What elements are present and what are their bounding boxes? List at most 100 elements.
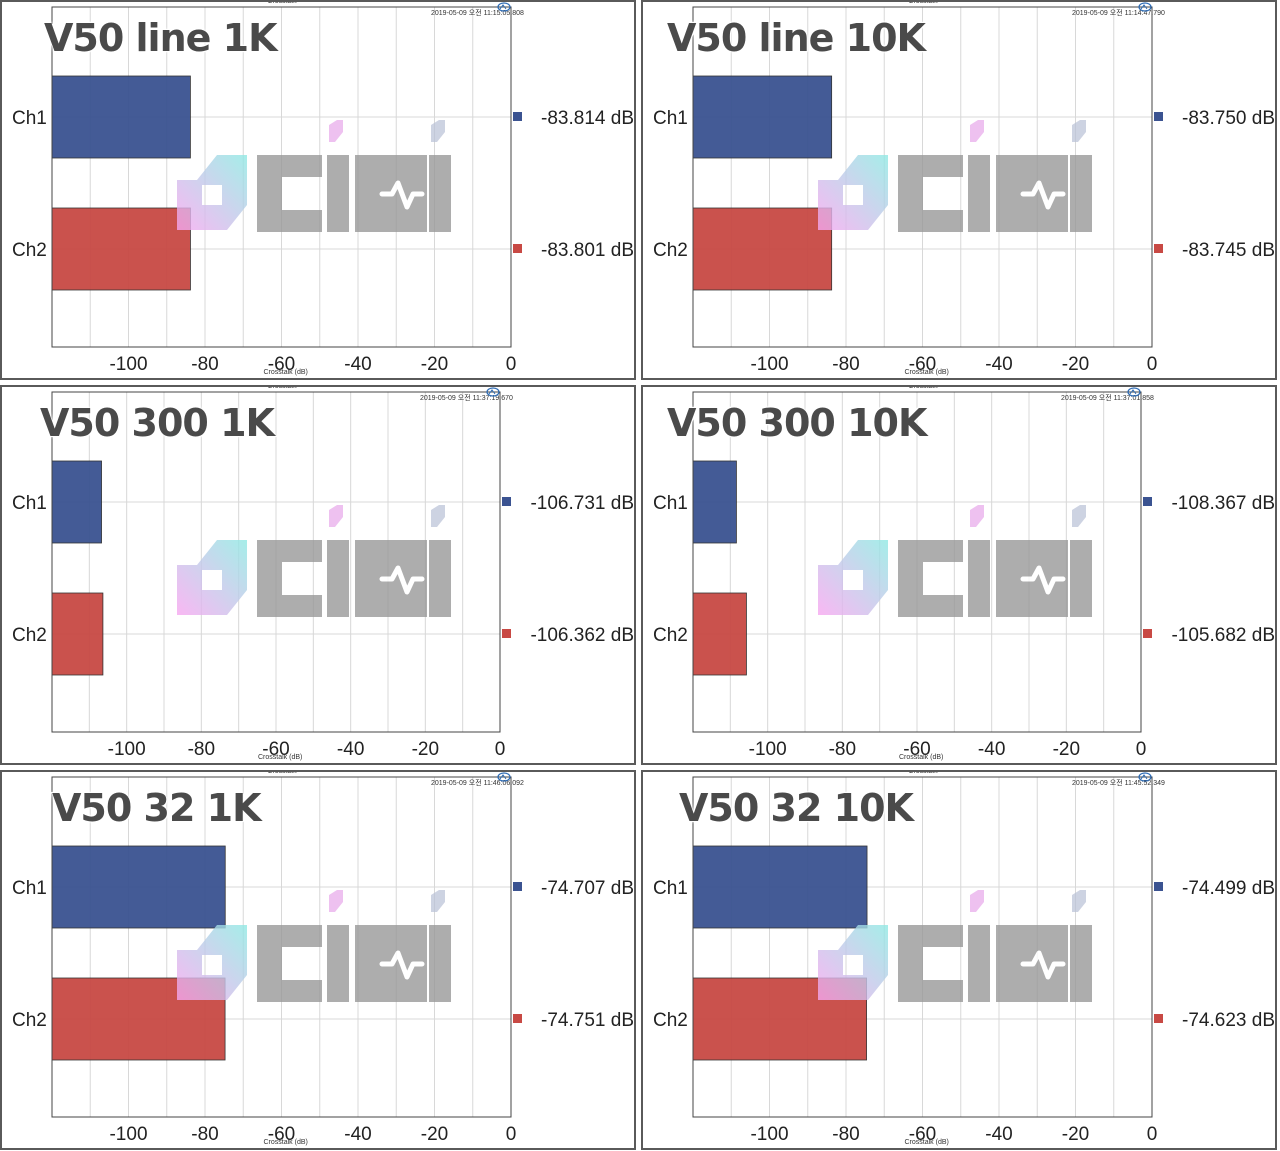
- value-label: -106.362 dB: [530, 625, 634, 646]
- x-tick-label: -40: [337, 739, 364, 760]
- category-label: Ch1: [12, 108, 47, 129]
- chart-header: Crosstalk: [908, 770, 938, 775]
- bar-ch1: [692, 845, 868, 929]
- timestamp: 2019-05-09 오전 11:37:01.858: [1061, 395, 1154, 402]
- ap-logo-icon: [1138, 772, 1152, 782]
- category-label: Ch1: [12, 493, 47, 514]
- category-label: Ch2: [12, 625, 47, 646]
- x-tick-label: 0: [1136, 739, 1147, 760]
- watermark-logo: [818, 120, 1092, 232]
- bar-ch1: [51, 460, 102, 544]
- x-tick-label: -80: [829, 739, 856, 760]
- legend-swatch: [502, 497, 511, 506]
- x-tick-label: -100: [109, 1124, 147, 1145]
- legend-swatch: [1154, 112, 1163, 121]
- x-tick-label: -60: [268, 1124, 295, 1145]
- category-label: Ch2: [653, 240, 688, 261]
- category-label: Ch2: [653, 1010, 688, 1031]
- crosstalk-chart: Ch1 Ch2 -100 -80 -60 -40 -20 0 -83.814 dB -83.801…: [12, 6, 634, 375]
- x-tick-label: -100: [749, 739, 787, 760]
- value-label: -74.499 dB: [1182, 878, 1275, 899]
- x-tick-label: -40: [985, 354, 1012, 375]
- value-label: -83.750 dB: [1182, 108, 1275, 129]
- chart-title: V50 300 10K: [667, 401, 927, 445]
- x-tick-label: -20: [1062, 354, 1089, 375]
- legend-swatch: [1154, 1014, 1163, 1023]
- chart-panel: Ch1 Ch2 -100 -80 -60 -40 -20 0 -106.731 dB -106.3…: [0, 385, 636, 765]
- chart-title: V50 300 1K: [40, 401, 275, 445]
- watermark-logo: [177, 890, 451, 1002]
- watermark-logo: [818, 505, 1092, 617]
- chart-header: Crosstalk: [267, 385, 297, 390]
- value-label: -83.814 dB: [541, 108, 634, 129]
- ap-logo-icon: [486, 387, 500, 397]
- value-label: -74.623 dB: [1182, 1010, 1275, 1031]
- category-label: Ch1: [653, 878, 688, 899]
- x-axis-label: Crosstalk (dB): [258, 754, 303, 761]
- legend-swatch: [1143, 497, 1152, 506]
- category-label: Ch2: [653, 625, 688, 646]
- legend-swatch: [1154, 244, 1163, 253]
- x-tick-label: 0: [1147, 354, 1158, 375]
- category-label: Ch1: [653, 108, 688, 129]
- x-tick-label: -20: [1062, 1124, 1089, 1145]
- x-tick-label: -80: [191, 354, 218, 375]
- plot-area: [692, 776, 1153, 1118]
- x-tick-label: 0: [506, 354, 517, 375]
- crosstalk-chart: Ch1 Ch2 -100 -80 -60 -40 -20 0 -74.499 dB -74.623…: [653, 776, 1275, 1145]
- x-tick-label: -100: [108, 739, 146, 760]
- legend-swatch: [513, 882, 522, 891]
- x-tick-label: -60: [262, 739, 289, 760]
- x-tick-label: -80: [832, 1124, 859, 1145]
- bar-ch2: [692, 207, 833, 291]
- value-label: -106.731 dB: [530, 493, 634, 514]
- category-label: Ch2: [12, 1010, 47, 1031]
- x-tick-label: -80: [191, 1124, 218, 1145]
- bar-ch1: [692, 460, 737, 544]
- x-axis-label: Crosstalk (dB): [904, 369, 949, 376]
- timestamp: 2019-05-09 오전 11:14:47.790: [1072, 10, 1165, 17]
- x-tick-label: -40: [978, 739, 1005, 760]
- value-label: -105.682 dB: [1171, 625, 1275, 646]
- crosstalk-chart: Ch1 Ch2 -100 -80 -60 -40 -20 0 -108.367 dB -105.6…: [653, 391, 1275, 760]
- plot-area: [51, 6, 512, 348]
- plot-area: [692, 391, 1142, 733]
- x-tick-label: -20: [412, 739, 439, 760]
- category-label: Ch2: [12, 240, 47, 261]
- chart-title: V50 line 1K: [44, 16, 278, 60]
- legend-swatch: [513, 1014, 522, 1023]
- chart-panel: Ch1 Ch2 -100 -80 -60 -40 -20 0 -83.750 dB -83.745…: [641, 0, 1277, 380]
- plot-area: [51, 776, 512, 1118]
- chart-panel: Ch1 Ch2 -100 -80 -60 -40 -20 0 -74.499 dB -74.623…: [641, 770, 1277, 1150]
- value-label: -83.745 dB: [1182, 240, 1275, 261]
- x-tick-label: 0: [495, 739, 506, 760]
- chart-header: Crosstalk: [908, 0, 938, 5]
- chart-title: V50 32 1K: [52, 786, 262, 830]
- timestamp: 2019-05-09 오전 11:37:19.670: [420, 395, 513, 402]
- value-label: -108.367 dB: [1171, 493, 1275, 514]
- legend-swatch: [502, 629, 511, 638]
- bar-ch2: [692, 592, 747, 676]
- value-label: -74.751 dB: [541, 1010, 634, 1031]
- chart-panel: Ch1 Ch2 -100 -80 -60 -40 -20 0 -108.367 dB -105.6…: [641, 385, 1277, 765]
- plot-area: [692, 6, 1153, 348]
- x-axis-label: Crosstalk (dB): [904, 1139, 949, 1146]
- x-tick-label: -60: [268, 354, 295, 375]
- legend-swatch: [513, 112, 522, 121]
- x-tick-label: -60: [909, 354, 936, 375]
- x-tick-label: -40: [344, 1124, 371, 1145]
- chart-title: V50 32 10K: [679, 786, 914, 830]
- chart-panel: Ch1 Ch2 -100 -80 -60 -40 -20 0 -74.707 dB -74.751…: [0, 770, 636, 1150]
- timestamp: 2019-05-09 오전 11:45:52.349: [1072, 780, 1165, 787]
- watermark-logo: [177, 120, 451, 232]
- x-axis-label: Crosstalk (dB): [899, 754, 944, 761]
- x-tick-label: -100: [750, 354, 788, 375]
- watermark-logo: [177, 505, 451, 617]
- x-tick-label: -20: [421, 354, 448, 375]
- chart-header: Crosstalk: [908, 385, 938, 390]
- x-tick-label: -80: [188, 739, 215, 760]
- ap-logo-icon: [497, 2, 511, 12]
- crosstalk-chart: Ch1 Ch2 -100 -80 -60 -40 -20 0 -83.750 dB -83.745…: [653, 6, 1275, 375]
- bar-ch2: [51, 592, 104, 676]
